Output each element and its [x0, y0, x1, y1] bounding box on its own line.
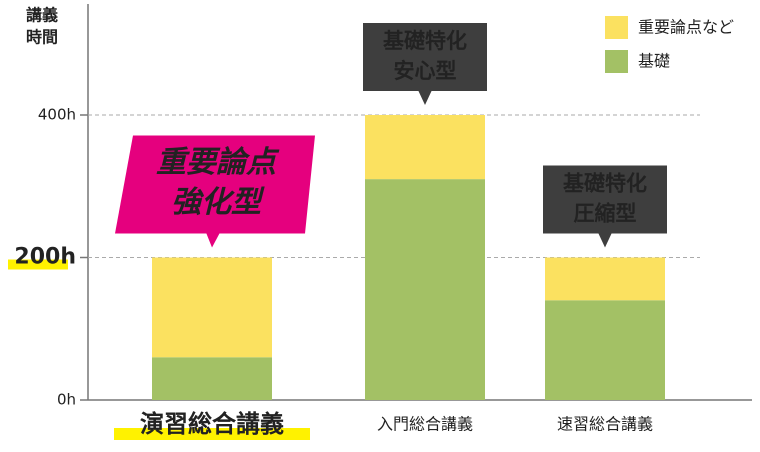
legend-label: 基礎 [638, 52, 670, 71]
callout-text: 基礎特化 [563, 172, 647, 196]
callout-pointer [206, 232, 220, 248]
callout-text: 重要論点 [156, 145, 280, 180]
y-tick-label: 0h [57, 391, 76, 409]
y-tick-label: 400h [38, 106, 76, 124]
y-tick-label: 200h [14, 245, 76, 270]
bar-segment [545, 257, 665, 301]
legend-swatch [605, 16, 628, 39]
legend-swatch [605, 50, 628, 73]
x-tick-label: 演習総合講義 [140, 410, 284, 438]
callout-text: 安心型 [394, 59, 457, 83]
x-tick-label: 速習総合講義 [557, 415, 653, 434]
bar-segment [365, 179, 485, 400]
callout-box [543, 165, 667, 234]
callout-text: 基礎特化 [383, 29, 467, 53]
callout-pointer [418, 90, 432, 105]
callout-pointer [598, 232, 612, 248]
bar-segment [152, 257, 272, 358]
y-axis-label: 講義 [26, 6, 58, 25]
tick-highlight [8, 259, 68, 270]
bar-segment [152, 357, 272, 400]
legend-label: 重要論点など [638, 18, 734, 37]
bar-segment [545, 300, 665, 400]
bar-segment [365, 115, 485, 180]
y-axis-label: 時間 [26, 28, 58, 47]
callout-text: 圧縮型 [574, 202, 637, 226]
x-tick-label: 入門総合講義 [377, 415, 473, 434]
category-highlight [114, 428, 310, 440]
callout-box [115, 135, 315, 234]
callout-box [363, 23, 487, 91]
callout-text: 強化型 [171, 185, 265, 220]
